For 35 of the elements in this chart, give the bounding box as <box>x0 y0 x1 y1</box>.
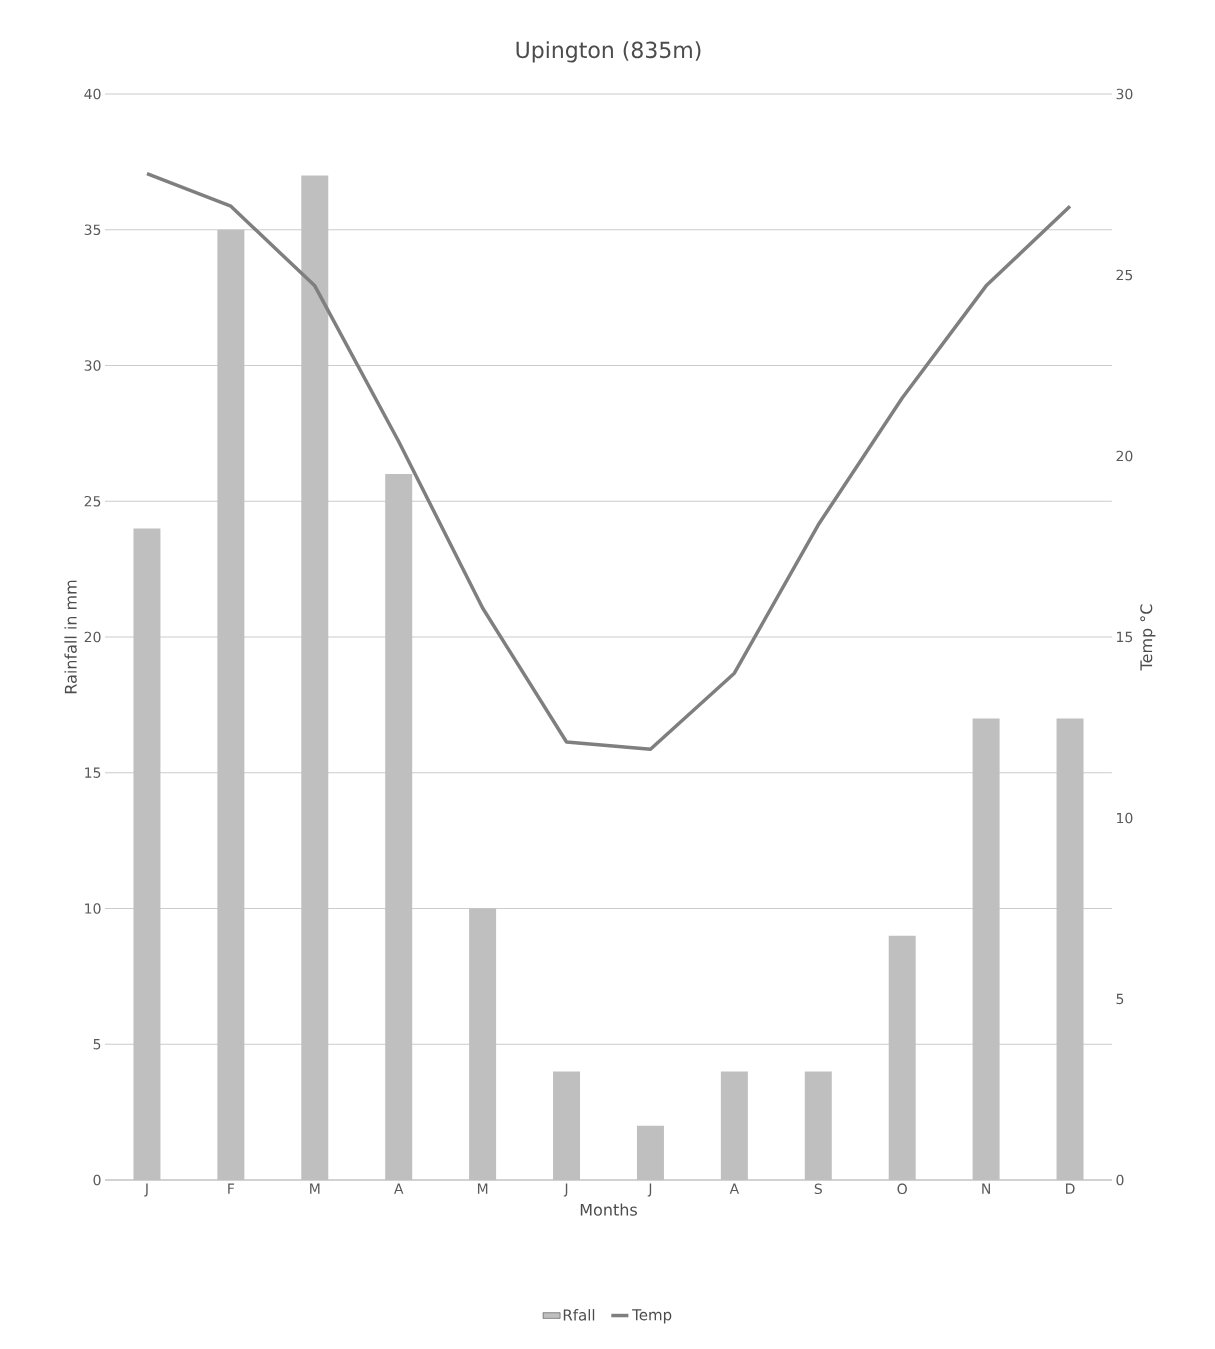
y2-tick-label: 25 <box>1116 269 1133 281</box>
y-tick-label: 5 <box>93 1039 101 1050</box>
y-axis-title: Rainfall in mm <box>64 580 77 694</box>
x-tick-label: N <box>982 1183 990 1194</box>
x-tick-label: J <box>144 1183 148 1197</box>
x-tick-label: A <box>394 1183 404 1194</box>
y2-tick-label: 15 <box>1117 631 1133 643</box>
x-tick-label: D <box>1066 1183 1075 1194</box>
y-tick-label: 25 <box>84 495 101 507</box>
legend-label: Temp <box>632 1309 672 1324</box>
x-tick-label: A <box>729 1183 740 1194</box>
x-tick-label: O <box>897 1183 907 1195</box>
x-tick-label: J <box>563 1183 568 1197</box>
x-tick-label: S <box>814 1183 822 1195</box>
y2-axis-title: Temp °C <box>1140 604 1156 671</box>
x-axis-title: Months <box>580 1203 637 1216</box>
y-tick-label: 30 <box>84 360 101 371</box>
y2-tick-label: 20 <box>1116 450 1133 462</box>
legend-label: Rfall <box>563 1309 595 1321</box>
y2-tick-label: 10 <box>1117 812 1133 824</box>
x-tick-label: M <box>310 1183 320 1194</box>
y2-tick-label: 30 <box>1116 88 1133 100</box>
x-tick-label: M <box>477 1183 488 1194</box>
y-tick-label: 0 <box>93 1174 101 1186</box>
line-series <box>145 171 1072 751</box>
y-tick-label: 10 <box>85 903 101 914</box>
x-tick-label: F <box>228 1183 235 1194</box>
y2-tick-label: 5 <box>1116 993 1124 1005</box>
y-tick-label: 20 <box>84 631 101 643</box>
y-tick-label: 35 <box>84 224 101 236</box>
y2-tick-label: 0 <box>1116 1174 1124 1186</box>
x-tick-label: J <box>647 1183 652 1197</box>
y-tick-label: 40 <box>84 88 101 100</box>
y-tick-label: 15 <box>85 767 101 778</box>
chart-title: Upington (835m) <box>516 41 701 63</box>
